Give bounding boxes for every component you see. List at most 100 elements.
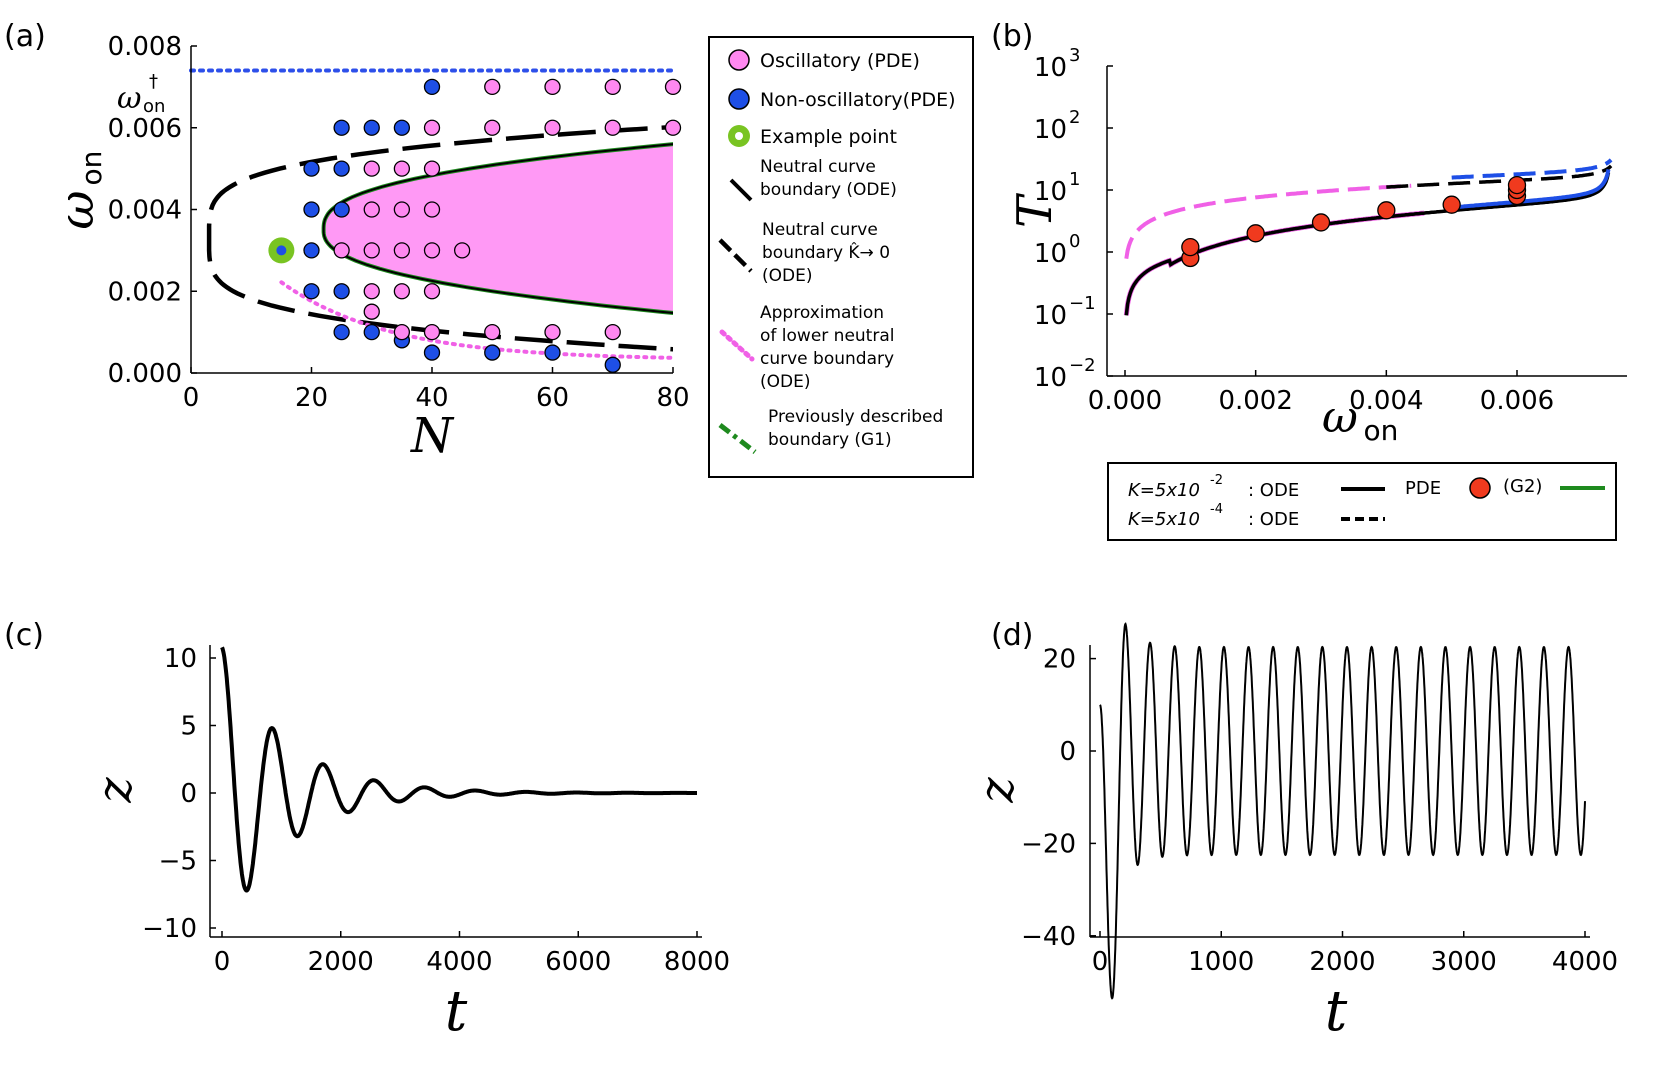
panel-a-omega-dagger-label: ω bbox=[117, 81, 141, 116]
panel-b-ytick-base: 10 bbox=[1034, 363, 1067, 393]
panel-c-ytick-label: 10 bbox=[164, 644, 197, 674]
panel-b-ytick-exp: 1 bbox=[1069, 169, 1080, 190]
panel-a-legend-box bbox=[708, 36, 974, 478]
legend-g1-label: Previously described bbox=[768, 407, 943, 427]
panel-a-xtick-label: 80 bbox=[656, 383, 689, 413]
oscillatory-point bbox=[484, 323, 501, 341]
panel-b-ytick-exp: 0 bbox=[1069, 231, 1080, 252]
panel-b-xlabel-sub: on bbox=[1364, 414, 1399, 447]
legend-example-label: Example point bbox=[760, 126, 897, 148]
legend-b-g2: (G2) bbox=[1503, 476, 1542, 497]
panel-a-ylabel: ω on bbox=[49, 151, 108, 230]
nonosc-dashed-line bbox=[1451, 158, 1613, 180]
panel-c-xtick-label: 2000 bbox=[308, 947, 374, 977]
nonoscillatory-point bbox=[363, 323, 380, 341]
legend-b-ode2: : ODE bbox=[1248, 509, 1299, 530]
panel-a-ytick-label: 0.008 bbox=[108, 32, 182, 62]
legend-neutral-marker bbox=[729, 178, 753, 202]
panel-c-xtick-label: 6000 bbox=[545, 947, 611, 977]
pde-point bbox=[1181, 237, 1200, 257]
panel-d-ticks: 0 1000 2000 3000 4000 −40 −20 0 20 bbox=[1021, 645, 1618, 977]
panel-b-letter: (b) bbox=[991, 19, 1033, 54]
oscillatory-point bbox=[423, 160, 441, 177]
svg-text:ω: ω bbox=[49, 190, 105, 229]
panel-b-ytick-base: 10 bbox=[1034, 115, 1067, 145]
panel-a-omega-dagger-sub: on bbox=[143, 96, 165, 117]
legend-g1-label: boundary (G1) bbox=[768, 430, 892, 450]
legend-nonosc-marker bbox=[728, 88, 750, 110]
legend-nonosc-label: Non-oscillatory(PDE) bbox=[760, 89, 956, 111]
panel-c-ytick-label: 5 bbox=[180, 712, 197, 742]
panel-b-xtick-label: 0.000 bbox=[1088, 386, 1162, 416]
pde-point bbox=[1246, 224, 1265, 243]
panel-b-points bbox=[1181, 175, 1527, 268]
panel-a-xtick-label: 20 bbox=[295, 383, 328, 413]
panel-a-xtick-label: 60 bbox=[536, 383, 569, 413]
panel-a-ytick-label: 0.004 bbox=[108, 196, 182, 226]
panel-d-ytick-label: −40 bbox=[1021, 922, 1076, 952]
legend-neutral-label: Neutral curve bbox=[760, 157, 876, 177]
oscillatory-point bbox=[423, 201, 441, 218]
panel-b-legend: K=5x10 -2 : ODE PDE (G2) K=5x10 -4 : ODE bbox=[1107, 462, 1617, 541]
panel-d-series bbox=[1099, 622, 1586, 1000]
legend-b-exp1: -2 bbox=[1210, 473, 1223, 488]
oscillatory-point bbox=[664, 78, 682, 96]
legend-b-k2: K=5x10 bbox=[1128, 509, 1200, 530]
oscillatory-point bbox=[363, 201, 380, 218]
panel-b-ytick-base: 10 bbox=[1034, 177, 1067, 207]
panel-b-ytick-exp: −2 bbox=[1069, 355, 1096, 376]
neutral-curve bbox=[322, 143, 673, 314]
nonosc-solid-line bbox=[1451, 168, 1611, 210]
panel-d-xlabel: t bbox=[1325, 979, 1348, 1044]
nonoscillatory-point bbox=[484, 344, 501, 361]
legend-osc-marker bbox=[728, 49, 750, 71]
ode-k4-line bbox=[1386, 164, 1613, 189]
oscillatory-point bbox=[393, 283, 411, 300]
oscillatory-point bbox=[453, 242, 471, 259]
oscillatory-point bbox=[393, 201, 411, 218]
oscillatory-point bbox=[393, 323, 411, 341]
nonoscillatory-point bbox=[333, 283, 350, 300]
panel-a-ytick-label: 0.000 bbox=[108, 359, 182, 389]
panel-a-ytick-label: 0.006 bbox=[108, 114, 182, 144]
oscillatory-point bbox=[363, 303, 380, 320]
legend-b-ode1: : ODE bbox=[1248, 480, 1299, 501]
panel-a-letter: (a) bbox=[4, 19, 46, 54]
panel-b-legend-box bbox=[1107, 462, 1617, 541]
panel-b-xtick-label: 0.002 bbox=[1218, 386, 1292, 416]
panel-c-letter: (c) bbox=[4, 618, 44, 653]
panel-c-series bbox=[220, 646, 697, 893]
legend-osc-label: Oscillatory (PDE) bbox=[760, 50, 920, 72]
panel-c-ytick-label: −10 bbox=[142, 914, 197, 944]
panel-d-ytick-label: 0 bbox=[1059, 737, 1076, 767]
legend-neutral0-label: (ODE) bbox=[762, 266, 812, 286]
panel-b-lines bbox=[1123, 158, 1613, 316]
panel-a-ticks: 0 20 40 60 80 0.000 0.002 0.004 0.006 0.008 bbox=[108, 32, 690, 413]
approx-lower-boundary bbox=[279, 280, 673, 360]
panel-b-ytick-base: 10 bbox=[1034, 239, 1067, 269]
svg-text:K=5x10: K=5x10 bbox=[1128, 509, 1200, 530]
legend-approx-label: Approximation bbox=[760, 303, 884, 323]
example-point-core bbox=[276, 245, 287, 256]
oscillatory-point bbox=[604, 78, 621, 96]
legend-b-exp2: -4 bbox=[1210, 502, 1223, 517]
osc-dashed-line bbox=[1124, 183, 1412, 260]
oscillatory-point bbox=[423, 283, 441, 300]
panel-d-xtick-label: 4000 bbox=[1552, 947, 1618, 977]
oscillatory-point bbox=[333, 242, 350, 259]
oscillatory-point bbox=[484, 119, 501, 136]
oscillatory-region bbox=[323, 144, 673, 313]
nonoscillatory-point bbox=[303, 201, 320, 218]
oscillatory-point bbox=[393, 242, 411, 259]
panel-a-legend-text: Oscillatory (PDE) Non-oscillatory(PDE) Exa… bbox=[760, 50, 956, 450]
nonoscillatory-point bbox=[333, 119, 350, 136]
legend-b-pde-marker bbox=[1469, 477, 1491, 499]
legend-approx-label: curve boundary bbox=[760, 349, 894, 369]
panel-a-xlabel: N bbox=[410, 408, 455, 464]
panel-b-ytick-base: 10 bbox=[1034, 53, 1067, 83]
panel-a-ytick-label: 0.002 bbox=[108, 277, 182, 307]
panel-c-ylabel: z bbox=[87, 777, 143, 804]
nonoscillatory-point bbox=[303, 160, 320, 177]
